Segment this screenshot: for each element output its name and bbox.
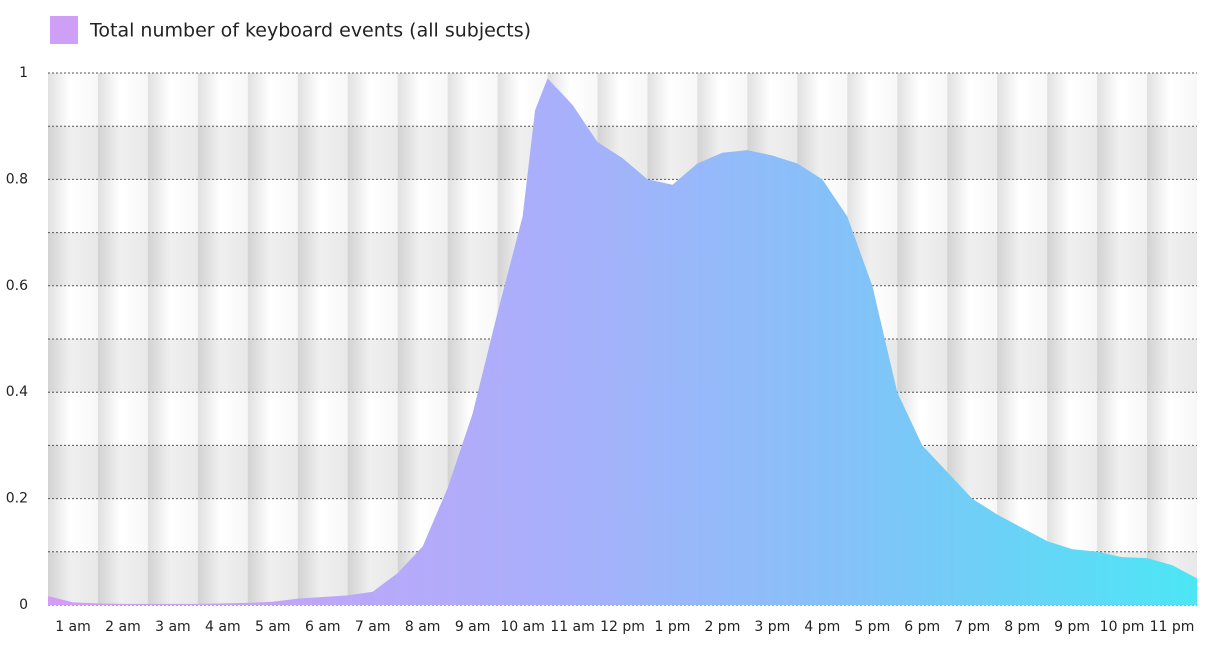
x-tick-label: 7 pm <box>954 619 990 635</box>
x-tick-label: 4 am <box>205 619 241 635</box>
x-tick-label: 11 pm <box>1150 619 1195 635</box>
column-shade <box>297 73 348 605</box>
x-tick-label: 10 am <box>500 619 544 635</box>
legend-swatch <box>50 16 78 44</box>
x-tick-label: 10 pm <box>1100 619 1145 635</box>
plot <box>48 72 1197 606</box>
x-tick-label: 4 pm <box>804 619 840 635</box>
x-tick-label: 2 pm <box>704 619 740 635</box>
x-tick-label: 5 pm <box>854 619 890 635</box>
x-tick-label: 3 pm <box>754 619 790 635</box>
y-tick-label: 1 <box>19 65 28 81</box>
x-tick-label: 7 am <box>355 619 391 635</box>
x-tick-label: 9 pm <box>1054 619 1090 635</box>
x-tick-label: 2 am <box>105 619 141 635</box>
y-tick-label: 0.8 <box>6 171 28 187</box>
x-tick-label: 1 pm <box>655 619 691 635</box>
x-tick-label: 6 pm <box>904 619 940 635</box>
y-tick-label: 0.4 <box>6 384 28 400</box>
y-tick-label: 0 <box>19 597 28 613</box>
column-shade <box>97 73 148 605</box>
x-tick-label: 1 am <box>55 619 91 635</box>
x-tick-label: 5 am <box>255 619 291 635</box>
x-tick-label: 12 pm <box>600 619 645 635</box>
x-tick-label: 9 am <box>455 619 491 635</box>
x-tick-label: 8 am <box>405 619 441 635</box>
x-tick-label: 8 pm <box>1004 619 1040 635</box>
y-tick-label: 0.2 <box>6 491 28 507</box>
legend-text: Total number of keyboard events (all sub… <box>89 20 531 42</box>
x-tick-label: 6 am <box>305 619 341 635</box>
y-tick-label: 0.6 <box>6 278 28 294</box>
area <box>48 78 1197 605</box>
x-tick-label: 11 am <box>550 619 594 635</box>
column-shade <box>197 73 248 605</box>
x-tick-label: 3 am <box>155 619 191 635</box>
